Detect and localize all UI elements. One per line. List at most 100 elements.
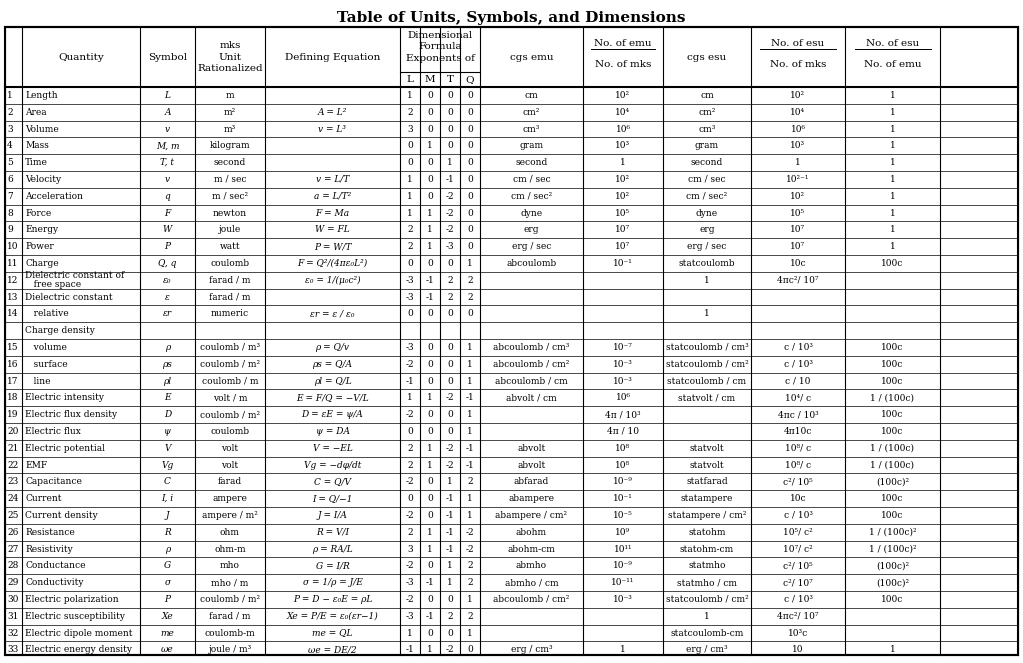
Text: erg / cm³: erg / cm³ <box>510 645 552 654</box>
Text: T, t: T, t <box>161 158 175 167</box>
Text: cm / sec²: cm / sec² <box>686 192 727 201</box>
Text: 18: 18 <box>7 393 18 402</box>
Text: Electric susceptibility: Electric susceptibility <box>25 612 125 621</box>
Text: 30: 30 <box>7 595 18 604</box>
Text: mho: mho <box>220 562 240 570</box>
Text: εr = ε / ε₀: εr = ε / ε₀ <box>310 310 355 318</box>
Text: -2: -2 <box>465 528 475 537</box>
Text: -1: -1 <box>406 645 414 654</box>
Text: 10²: 10² <box>616 192 630 201</box>
Text: m: m <box>226 91 234 100</box>
Text: -2: -2 <box>406 477 414 486</box>
Text: F: F <box>165 208 171 217</box>
Text: 10⁸: 10⁸ <box>616 461 630 469</box>
Text: L: L <box>165 91 171 100</box>
Text: 10⁶: 10⁶ <box>791 125 805 133</box>
Text: -2: -2 <box>406 595 414 604</box>
Text: statmho: statmho <box>688 562 725 570</box>
Text: 0: 0 <box>447 595 453 604</box>
Text: -2: -2 <box>446 444 454 453</box>
Text: ψ = DA: ψ = DA <box>315 427 350 436</box>
Text: ohm: ohm <box>220 528 240 537</box>
Text: 1: 1 <box>795 158 801 167</box>
Text: 1: 1 <box>468 259 473 268</box>
Text: -3: -3 <box>406 292 414 302</box>
Text: 10⁷: 10⁷ <box>616 225 630 234</box>
Text: abcoulomb / cm³: abcoulomb / cm³ <box>493 343 570 352</box>
Text: 1: 1 <box>890 242 895 251</box>
Text: joule: joule <box>219 225 241 234</box>
Text: 0: 0 <box>447 343 453 352</box>
Text: 100c: 100c <box>881 595 903 604</box>
Text: 25: 25 <box>7 511 18 520</box>
Text: G: G <box>164 562 171 570</box>
Text: 0: 0 <box>428 562 433 570</box>
Text: 10⁶: 10⁶ <box>616 393 630 402</box>
Text: 0: 0 <box>468 242 473 251</box>
Text: ρl = Q/L: ρl = Q/L <box>314 377 351 385</box>
Text: Dimensional
Formula
Exponents of: Dimensional Formula Exponents of <box>405 30 475 63</box>
Text: -2: -2 <box>446 208 454 217</box>
Text: 1: 1 <box>704 310 710 318</box>
Text: 10⁻³: 10⁻³ <box>613 377 633 385</box>
Text: J: J <box>166 511 170 520</box>
Text: 10⁻³: 10⁻³ <box>613 360 633 369</box>
Text: ohm-m: ohm-m <box>214 544 246 554</box>
Text: 100c: 100c <box>881 511 903 520</box>
Text: Electric polarization: Electric polarization <box>25 595 119 604</box>
Text: 0: 0 <box>447 629 453 638</box>
Text: No. of esu: No. of esu <box>865 39 919 48</box>
Text: volt / m: volt / m <box>213 393 248 402</box>
Text: 14: 14 <box>7 310 18 318</box>
Text: 10⁷: 10⁷ <box>616 242 630 251</box>
Text: 0: 0 <box>428 192 433 201</box>
Text: 0: 0 <box>428 125 433 133</box>
Text: 1 / (100c): 1 / (100c) <box>871 444 915 453</box>
Text: 1: 1 <box>468 377 473 385</box>
Text: 1: 1 <box>407 393 413 402</box>
Text: abcoulomb / cm²: abcoulomb / cm² <box>493 360 570 369</box>
Text: Volume: Volume <box>25 125 58 133</box>
Text: -1: -1 <box>446 511 454 520</box>
Text: -2: -2 <box>446 645 454 654</box>
Text: coulomb / m²: coulomb / m² <box>199 360 260 369</box>
Text: Resistance: Resistance <box>25 528 75 537</box>
Text: P = D − ε₀E = ρL: P = D − ε₀E = ρL <box>293 595 372 604</box>
Text: 1: 1 <box>447 562 453 570</box>
Text: -2: -2 <box>406 360 414 369</box>
Text: coulomb: coulomb <box>211 259 250 268</box>
Text: coulomb / m: coulomb / m <box>202 377 258 385</box>
Text: 29: 29 <box>7 578 18 587</box>
Text: statcoulomb / cm²: statcoulomb / cm² <box>666 595 749 604</box>
Text: 100c: 100c <box>881 427 903 436</box>
Text: 0: 0 <box>447 427 453 436</box>
Text: 10⁻⁵: 10⁻⁵ <box>613 511 633 520</box>
Text: 10⁻⁹: 10⁻⁹ <box>613 477 633 486</box>
Text: 13: 13 <box>7 292 18 302</box>
Text: 1: 1 <box>704 612 710 621</box>
Text: 1: 1 <box>428 208 433 217</box>
Text: 100c: 100c <box>881 360 903 369</box>
Text: 2: 2 <box>407 444 413 453</box>
Text: m / sec²: m / sec² <box>212 192 248 201</box>
Text: 1: 1 <box>407 629 413 638</box>
Text: -3: -3 <box>406 612 414 621</box>
Text: No. of esu: No. of esu <box>771 39 825 48</box>
Text: 20: 20 <box>7 427 18 436</box>
Text: 1 / (100c)²: 1 / (100c)² <box>869 528 917 537</box>
Text: ρl: ρl <box>164 377 172 385</box>
Text: coulomb / m³: coulomb / m³ <box>199 343 260 352</box>
Text: -2: -2 <box>446 461 454 469</box>
Text: gram: gram <box>520 141 543 151</box>
Text: newton: newton <box>213 208 248 217</box>
Text: watt: watt <box>220 242 240 251</box>
Text: 100c: 100c <box>881 343 903 352</box>
Text: 24: 24 <box>7 494 18 503</box>
Text: -3: -3 <box>406 578 414 587</box>
Text: 2: 2 <box>7 107 12 117</box>
Text: -2: -2 <box>446 225 454 234</box>
Text: mho / m: mho / m <box>212 578 249 587</box>
Text: Length: Length <box>25 91 57 100</box>
Text: σ = 1/ρ = J/E: σ = 1/ρ = J/E <box>303 578 362 587</box>
Text: 33: 33 <box>7 645 18 654</box>
